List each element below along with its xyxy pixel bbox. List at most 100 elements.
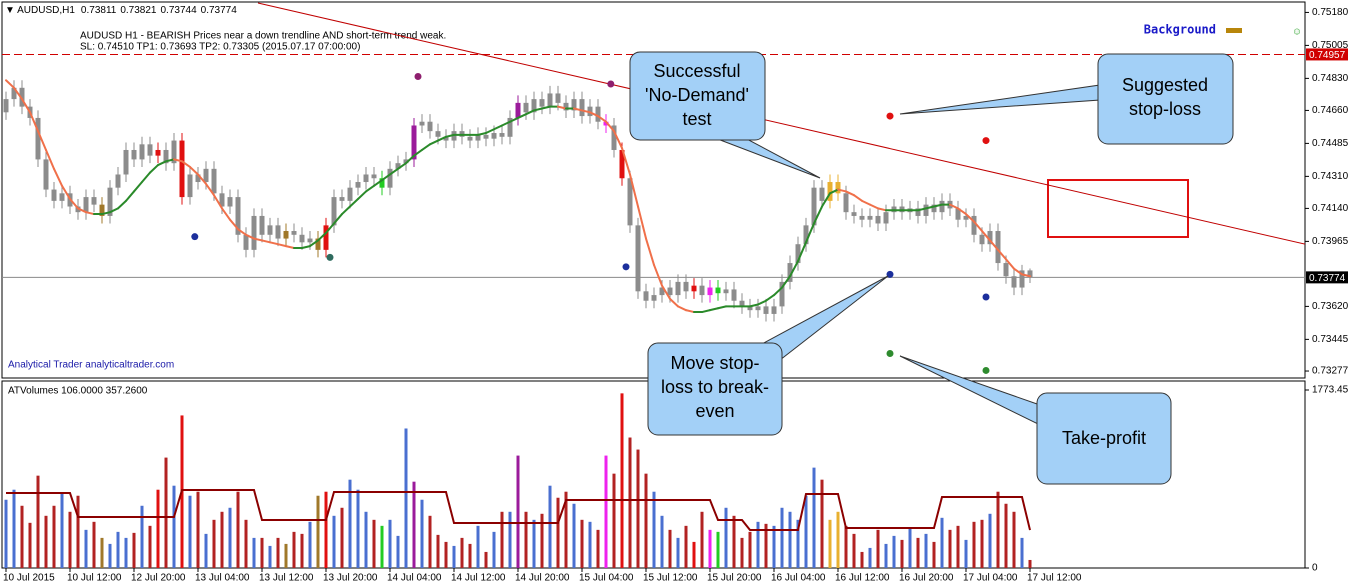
y-tick-label: 0.74830 <box>1312 73 1349 84</box>
ma-segment <box>53 167 63 187</box>
candle-body <box>675 281 681 296</box>
ma-segment <box>133 181 143 193</box>
candle-body <box>819 187 825 201</box>
candle-body <box>331 197 337 226</box>
candle-body <box>651 295 657 301</box>
volume-bar <box>620 393 624 568</box>
ma-segment <box>165 158 175 163</box>
candle-body <box>475 134 481 141</box>
ma-segment <box>789 260 799 278</box>
volume-bar <box>260 537 264 568</box>
callout-line: even <box>695 401 734 421</box>
candle-body <box>435 131 441 137</box>
x-tick-label: 17 Jul 12:00 <box>1027 573 1082 584</box>
ma-segment <box>29 111 39 133</box>
ma-segment <box>837 188 847 193</box>
x-tick-label: 14 Jul 04:00 <box>387 573 442 584</box>
volume-bar <box>956 525 960 568</box>
volume-bar <box>164 457 168 568</box>
candle-body <box>747 306 753 311</box>
volume-ma <box>6 489 1031 532</box>
ma-segment <box>125 190 135 202</box>
x-tick-label: 13 Jul 12:00 <box>259 573 314 584</box>
ma-segment <box>877 207 887 212</box>
candle-body <box>379 178 385 188</box>
volume-bar <box>308 521 312 568</box>
candle-body <box>235 197 241 235</box>
ma-segment <box>821 192 831 208</box>
candle-body <box>571 99 577 111</box>
candle-body <box>219 193 225 207</box>
callouts: Successful 'No-Demand' test Suggested stop-… <box>629 51 1234 485</box>
volume-bar <box>140 505 144 568</box>
candle-body <box>315 238 321 250</box>
ma-segment <box>749 303 759 308</box>
candle-body <box>851 212 857 216</box>
volume-bar <box>564 491 568 568</box>
volume-bar <box>132 532 136 568</box>
volume-bar <box>812 467 816 568</box>
ma-segment <box>981 230 991 242</box>
volume-bar <box>684 525 688 568</box>
candle-body <box>427 121 433 132</box>
volume-bar <box>972 521 976 568</box>
callout-line: Move stop- <box>670 353 759 373</box>
volume-tick-label: 0 <box>1312 563 1318 574</box>
signal-dot <box>191 233 199 241</box>
close: 0.73774 <box>201 5 238 16</box>
candle-body <box>771 306 777 314</box>
ma-segment <box>1005 258 1015 270</box>
signal-dot <box>414 72 422 80</box>
ma-segment <box>421 143 431 151</box>
candle-body <box>323 225 329 250</box>
volume-bar <box>884 543 888 568</box>
volume-bar <box>420 499 424 568</box>
candle-body <box>179 140 185 198</box>
volume-bar <box>572 503 576 568</box>
volume-tick-label: 1773.45 <box>1312 385 1349 396</box>
volume-bar <box>996 491 1000 568</box>
volume-bar <box>532 519 536 568</box>
volume-bar <box>36 475 40 568</box>
ma-segment <box>373 179 383 187</box>
ma-segment <box>757 299 767 306</box>
ma-segment <box>637 205 647 240</box>
x-tick-label: 10 Jul 2015 <box>3 573 55 584</box>
ma-segment <box>653 263 663 287</box>
volume-bar <box>364 511 368 568</box>
volume-bar <box>76 495 80 568</box>
candle-body <box>275 225 281 239</box>
ma-segment <box>317 231 327 242</box>
candle-body <box>11 87 17 100</box>
price-label-box <box>1306 48 1348 61</box>
volume-bar <box>1004 503 1008 568</box>
volume-bar <box>948 529 952 568</box>
candle-body <box>811 187 817 226</box>
volume-bar <box>28 522 32 568</box>
ma-segment <box>957 207 967 216</box>
ma-segment <box>253 237 263 242</box>
volume-bar <box>892 535 896 568</box>
candle-body <box>699 285 705 296</box>
volume-bar <box>404 428 408 568</box>
candle-body <box>227 197 233 207</box>
candle-body <box>707 287 713 296</box>
y-tick-label: 0.74140 <box>1312 203 1349 214</box>
callout-line: Suggested <box>1122 75 1208 95</box>
candle-body <box>595 106 601 122</box>
signal-dot <box>982 137 990 145</box>
candle-body <box>619 149 625 179</box>
volume-bar <box>116 531 120 568</box>
signal-dot <box>886 270 894 278</box>
candle-body <box>603 121 609 126</box>
candle-body <box>171 140 177 164</box>
candle-body <box>523 102 529 113</box>
volume-bar <box>292 531 296 568</box>
volume-bar <box>820 479 824 568</box>
volume-bar <box>508 511 512 568</box>
ma-segment <box>853 194 863 202</box>
signal-dot <box>886 112 894 120</box>
price-label-box <box>1306 271 1348 284</box>
volume-bar <box>460 537 464 568</box>
ma-segment <box>765 294 775 302</box>
